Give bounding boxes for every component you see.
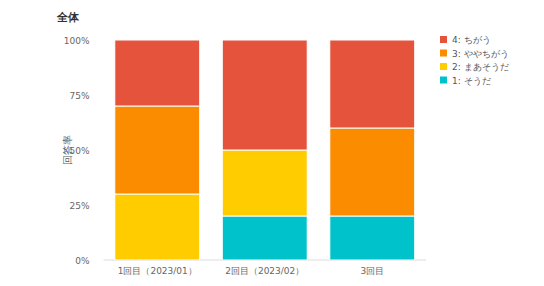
y-tick-label: 100% <box>64 36 90 46</box>
tick-mark <box>100 150 104 151</box>
tick-mark <box>100 95 104 96</box>
bars <box>115 40 415 260</box>
x-tick-label: 1回目（2023/01） <box>118 266 197 276</box>
bar-segment <box>330 216 415 260</box>
bar-segment <box>222 216 307 260</box>
title: 全体 <box>56 11 80 24</box>
legend-label: 1: そうだ <box>452 76 491 86</box>
y-tick-label: 50% <box>69 146 89 156</box>
y-tick-label: 75% <box>69 91 89 101</box>
tick-mark <box>100 260 104 261</box>
bar-segment <box>115 194 200 260</box>
bar-segment <box>115 106 200 194</box>
bar-segment <box>115 40 200 106</box>
legend-swatch <box>440 63 447 70</box>
legend-swatch <box>440 36 447 43</box>
bar-segment <box>222 150 307 216</box>
bar-segment <box>330 128 415 216</box>
x-tick-label: 3回目 <box>360 266 384 276</box>
legend-label: 2: まあそうだ <box>452 62 509 72</box>
tick-mark <box>100 40 104 41</box>
legend-label: 4: ちがう <box>452 35 491 45</box>
bar-segment <box>330 40 415 128</box>
legend-label: 3: ややちがう <box>452 49 509 59</box>
tick-mark <box>100 205 104 206</box>
y-tick-label: 0% <box>75 256 90 266</box>
y-tick-label: 25% <box>69 201 89 211</box>
bar-segment <box>222 40 307 150</box>
x-tick-label: 2回目（2023/02） <box>225 266 304 276</box>
legend-swatch <box>440 77 447 84</box>
chart: 全体回答率0%25%50%75%100%1回目（2023/01）2回目（2023… <box>0 0 544 286</box>
legend-swatch <box>440 50 447 57</box>
page: {"chart_data": {"type": "bar", "stacked"… <box>0 0 544 286</box>
